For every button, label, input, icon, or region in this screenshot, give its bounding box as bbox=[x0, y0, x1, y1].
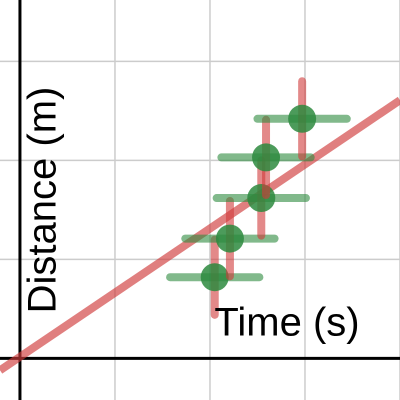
point bbox=[215, 224, 244, 253]
point bbox=[288, 104, 317, 133]
point bbox=[200, 263, 229, 292]
plot-area bbox=[0, 77, 400, 374]
x-axis-label: Time (s) bbox=[214, 301, 359, 345]
point bbox=[252, 143, 281, 172]
y-axis-label: Distance (m) bbox=[21, 87, 65, 314]
point bbox=[247, 184, 276, 213]
